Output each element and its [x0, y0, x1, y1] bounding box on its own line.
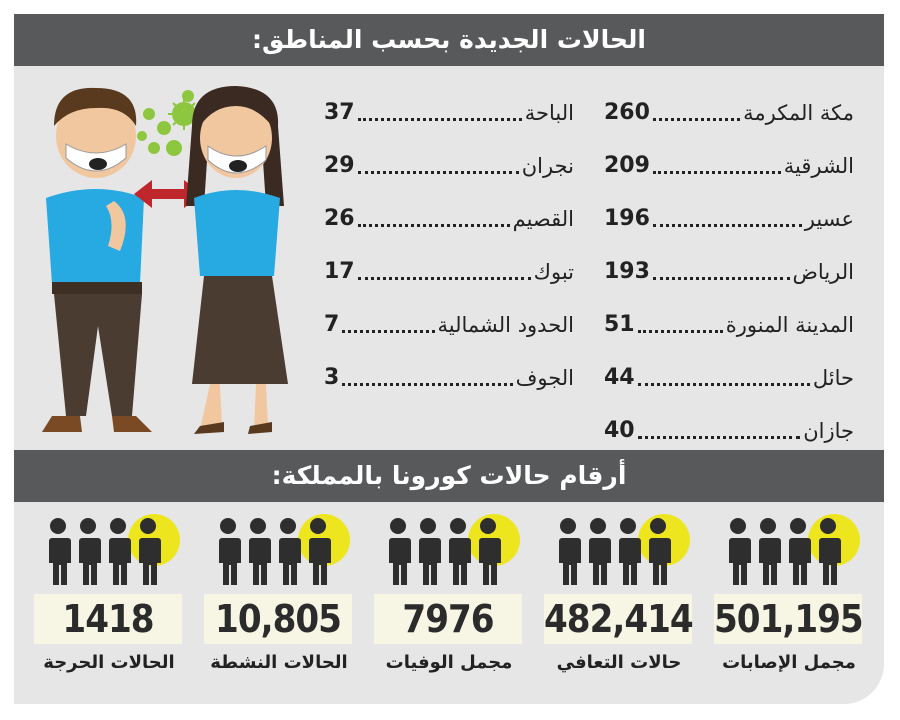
region-row: مكة المكرمة 260	[604, 86, 854, 139]
region-row: نجران 29	[324, 139, 574, 192]
people-group-icon	[48, 514, 180, 585]
region-row: الشرقية 209	[604, 139, 854, 192]
people-group-icon	[728, 514, 860, 585]
person-icon	[558, 518, 581, 585]
person-icon	[648, 518, 671, 585]
kingdom-stats: 501,195 مجمل الإصابات 482,414 حالات التع…	[14, 502, 884, 704]
region-value: 26	[324, 206, 355, 231]
region-value: 3	[324, 365, 340, 390]
person-icon	[448, 518, 471, 585]
person-icon	[78, 518, 101, 585]
region-name: عسير	[804, 206, 854, 231]
region-value: 44	[604, 365, 635, 390]
people-group-icon	[388, 514, 520, 585]
region-value: 260	[604, 100, 650, 125]
person-icon	[218, 518, 241, 585]
infographic-card: الحالات الجديدة بحسب المناطق:	[14, 14, 884, 704]
person-icon	[788, 518, 811, 585]
person-icon	[308, 518, 331, 585]
person-icon	[728, 518, 751, 585]
region-row: عسير 196	[604, 192, 854, 245]
region-row: جازان 40	[604, 404, 854, 457]
region-name: الحدود الشمالية	[437, 312, 574, 337]
region-name: جازان	[803, 418, 854, 443]
man-figure	[42, 87, 152, 432]
region-name: القصيم	[512, 206, 574, 231]
stat-label: مجمل الوفيات	[385, 652, 513, 673]
regions-header: الحالات الجديدة بحسب المناطق:	[14, 14, 884, 66]
kingdom-header: أرقام حالات كورونا بالمملكة:	[14, 450, 884, 502]
region-name: الرياض	[792, 259, 854, 284]
person-icon	[818, 518, 841, 585]
regions-column-left: الباحة 37 نجران 29 القصيم 26 تبوك 17 الحدود …	[324, 86, 574, 404]
masked-people-illustration	[42, 86, 288, 434]
region-row: حائل 44	[604, 351, 854, 404]
region-value: 51	[604, 312, 635, 337]
region-value: 209	[604, 153, 650, 178]
stat-label: الحالات الحرجة	[43, 652, 175, 673]
stat-value: 10,805	[204, 594, 352, 644]
stat-recovered: 482,414 حالات التعافي	[544, 502, 694, 673]
stat-value: 7976	[374, 594, 522, 644]
region-row: الرياض 193	[604, 245, 854, 298]
stat-active: 10,805 الحالات النشطة	[204, 502, 354, 673]
region-name: الباحة	[524, 100, 574, 125]
stat-value: 1418	[34, 594, 182, 644]
person-icon	[618, 518, 641, 585]
region-value: 196	[604, 206, 650, 231]
region-row: الجوف 3	[324, 351, 574, 404]
people-group-icon	[218, 514, 350, 585]
region-row: الباحة 37	[324, 86, 574, 139]
region-value: 29	[324, 153, 355, 178]
region-name: نجران	[521, 153, 574, 178]
regions-column-right: مكة المكرمة 260 الشرقية 209 عسير 196 الرياض…	[604, 86, 854, 457]
woman-figure	[186, 86, 288, 434]
stat-critical: 1418 الحالات الحرجة	[34, 502, 184, 673]
stat-value: 501,195	[714, 594, 864, 644]
person-icon	[48, 518, 71, 585]
regions-section: مكة المكرمة 260 الشرقية 209 عسير 196 الرياض…	[14, 66, 884, 450]
stat-value: 482,414	[544, 594, 694, 644]
double-arrow-icon	[134, 180, 202, 208]
person-icon	[278, 518, 301, 585]
virus-icon	[137, 90, 201, 156]
person-icon	[758, 518, 781, 585]
region-value: 193	[604, 259, 650, 284]
person-icon	[588, 518, 611, 585]
region-value: 17	[324, 259, 355, 284]
person-icon	[478, 518, 501, 585]
person-icon	[388, 518, 411, 585]
region-row: القصيم 26	[324, 192, 574, 245]
region-row: الحدود الشمالية 7	[324, 298, 574, 351]
person-icon	[418, 518, 441, 585]
person-icon	[138, 518, 161, 585]
region-name: تبوك	[533, 259, 574, 284]
people-group-icon	[558, 514, 690, 585]
region-row: المدينة المنورة 51	[604, 298, 854, 351]
region-row: تبوك 17	[324, 245, 574, 298]
region-value: 7	[324, 312, 340, 337]
region-name: مكة المكرمة	[743, 100, 854, 125]
person-icon	[248, 518, 271, 585]
region-name: الجوف	[515, 365, 574, 390]
stat-total-cases: 501,195 مجمل الإصابات	[714, 502, 864, 673]
region-name: المدينة المنورة	[725, 312, 854, 337]
stat-label: حالات التعافي	[556, 652, 682, 673]
region-value: 40	[604, 418, 635, 443]
region-name: حائل	[812, 365, 854, 390]
stat-label: الحالات النشطة	[210, 652, 348, 673]
stat-label: مجمل الإصابات	[722, 652, 856, 673]
region-name: الشرقية	[783, 153, 854, 178]
region-value: 37	[324, 100, 355, 125]
person-icon	[108, 518, 131, 585]
stat-deaths: 7976 مجمل الوفيات	[374, 502, 524, 673]
